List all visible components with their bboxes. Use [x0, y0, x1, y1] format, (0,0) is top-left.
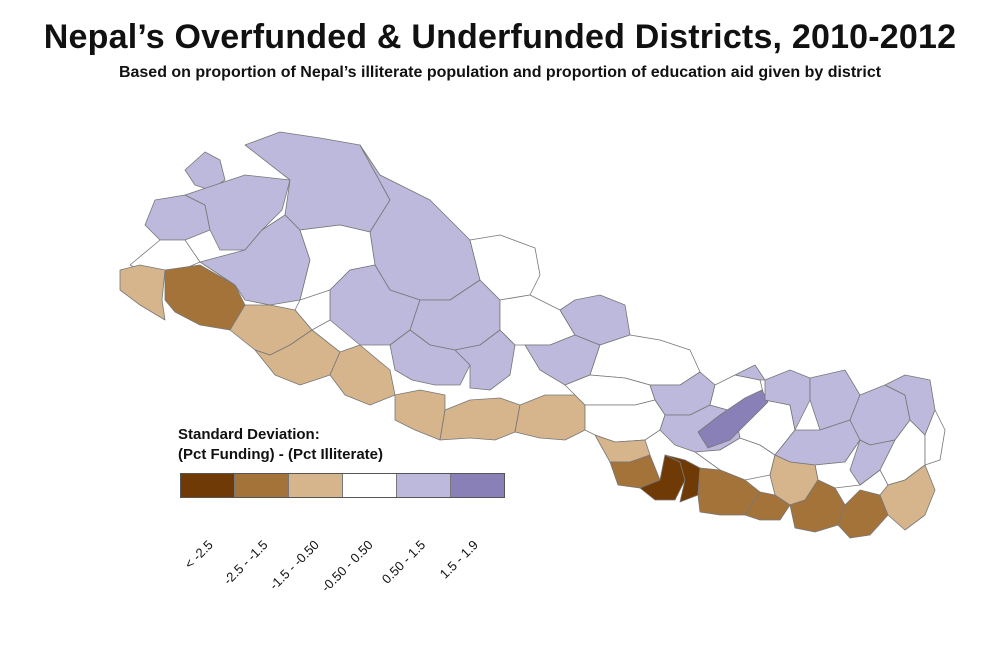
legend-swatch-6: [451, 474, 504, 497]
district-eastern-mountain-1: [764, 369, 811, 431]
district-eastern-hill-4: [697, 389, 769, 449]
district-west-terai-2: [439, 397, 521, 441]
legend-swatch-4: [343, 474, 397, 497]
legend-swatch-5: [397, 474, 451, 497]
district-west-hill-1: [389, 329, 471, 386]
district-eastern-hill-8: [849, 439, 896, 486]
district-eastern-terai-4: [879, 464, 936, 531]
legend-title-line1: Standard Deviation:: [178, 426, 320, 443]
district-far-west-terai-1: [119, 264, 166, 321]
legend-swatch-2: [235, 474, 289, 497]
legend-title: Standard Deviation: (Pct Funding) - (Pct…: [178, 425, 383, 465]
map-title: Nepal’s Overfunded & Underfunded Distric…: [43, 18, 957, 56]
district-west-hill-3: [499, 294, 576, 346]
district-west-north-gap: [469, 234, 541, 301]
legend-title-line2: (Pct Funding) - (Pct Illiterate): [178, 446, 383, 463]
district-west-terai-3: [514, 394, 586, 441]
district-west-hill-2: [454, 329, 516, 391]
district-central-terai-4: [664, 454, 701, 503]
district-west-terai-1: [394, 389, 446, 441]
legend-swatch-1: [181, 474, 235, 497]
district-mid-west-terai-3: [329, 344, 396, 406]
map-subtitle: Based on proportion of Nepal’s illiterat…: [118, 64, 882, 81]
legend-swatch-3: [289, 474, 343, 497]
legend-swatches: [180, 473, 505, 498]
district-eastern-hill-9: [924, 409, 946, 466]
